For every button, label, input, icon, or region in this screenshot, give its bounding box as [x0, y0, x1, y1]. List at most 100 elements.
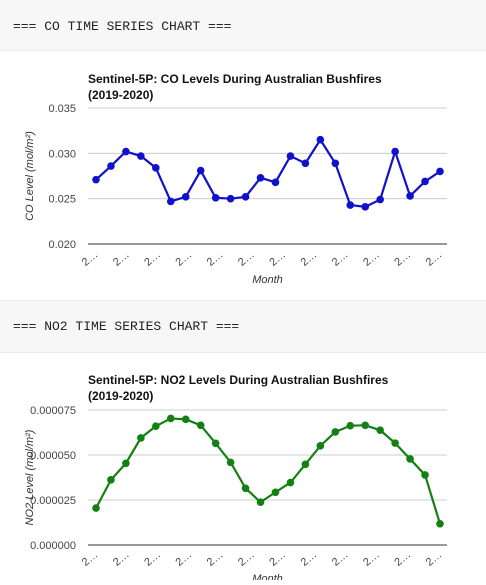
data-point: [122, 459, 130, 468]
x-tick-label: 2…: [267, 549, 288, 569]
data-point: [137, 434, 145, 442]
data-point: [406, 192, 414, 200]
x-axis-title: Month: [252, 274, 283, 286]
data-point: [286, 152, 295, 160]
data-point: [196, 166, 205, 175]
data-point: [241, 484, 250, 493]
data-point: [361, 203, 370, 211]
x-tick-label: 2…: [111, 549, 132, 569]
data-point: [166, 414, 175, 423]
x-tick-label: 2…: [80, 249, 101, 269]
data-point: [331, 159, 340, 168]
x-tick-label: 2…: [173, 249, 194, 269]
data-point: [256, 498, 265, 506]
data-point: [361, 421, 370, 430]
series-line: [95, 137, 441, 208]
data-point: [211, 193, 220, 202]
x-tick-label: 2…: [142, 549, 163, 569]
data-point: [92, 504, 100, 512]
chart-title: Sentinel-5P: NO2 Levels During Australia…: [88, 373, 389, 387]
data-point: [421, 177, 429, 186]
data-point: [107, 476, 115, 484]
co-chart-card: Sentinel-5P: CO Levels During Australian…: [0, 60, 486, 292]
x-tick-label: 2…: [361, 549, 382, 569]
data-point: [256, 174, 265, 182]
x-tick-label: 2…: [205, 249, 226, 269]
x-tick-label: 2…: [330, 549, 351, 569]
data-point: [181, 193, 190, 201]
data-point: [271, 178, 280, 187]
data-point: [376, 426, 384, 434]
data-point: [137, 152, 145, 160]
y-axis-title: NO2 Level (mol/m²): [24, 429, 36, 525]
data-point: [271, 488, 280, 497]
data-point: [226, 458, 235, 467]
x-tick-label: 2…: [361, 249, 382, 269]
co-section-heading: === CO TIME SERIES CHART ===: [13, 19, 232, 34]
x-tick-label: 2…: [236, 549, 257, 569]
data-point: [166, 197, 175, 206]
x-tick-label: 2…: [173, 549, 194, 569]
x-tick-label: 2…: [392, 549, 413, 569]
y-tick-label: 0.020: [48, 239, 76, 251]
data-point: [406, 455, 414, 463]
data-point: [286, 478, 295, 487]
y-tick-label: 0.000000: [30, 540, 76, 552]
data-point: [301, 159, 310, 168]
data-point: [152, 422, 160, 430]
x-tick-label: 2…: [142, 249, 163, 269]
no2-time-series-chart: Sentinel-5P: NO2 Levels During Australia…: [24, 373, 447, 585]
y-axis-title: CO Level (mol/m²): [24, 131, 36, 221]
x-tick-label: 2…: [299, 249, 320, 269]
data-point: [152, 164, 160, 172]
x-tick-label: 2…: [205, 549, 226, 569]
y-tick-label: 0.035: [48, 103, 76, 115]
data-point: [196, 421, 205, 430]
divider: [0, 300, 486, 301]
x-tick-label: 2…: [267, 249, 288, 269]
co-time-series-chart: Sentinel-5P: CO Levels During Australian…: [24, 72, 447, 286]
data-point: [211, 439, 220, 448]
y-tick-label: 0.025: [48, 194, 76, 206]
x-tick-label: 2…: [80, 549, 101, 569]
data-point: [331, 428, 340, 436]
y-tick-label: 0.000075: [30, 405, 76, 417]
data-point: [436, 519, 444, 528]
divider: [0, 352, 486, 353]
data-point: [391, 147, 399, 156]
y-tick-label: 0.000025: [30, 495, 76, 507]
x-axis-title: Month: [252, 573, 283, 580]
x-tick-label: 2…: [392, 249, 413, 269]
data-point: [107, 162, 115, 170]
data-point: [376, 195, 384, 204]
data-point: [421, 471, 429, 479]
co-heading-band: [0, 0, 486, 50]
x-tick-label: 2…: [330, 249, 351, 269]
no2-chart-card: Sentinel-5P: NO2 Levels During Australia…: [0, 362, 486, 585]
data-point: [181, 415, 190, 424]
chart-subtitle: (2019-2020): [88, 88, 153, 102]
x-tick-label: 2…: [424, 249, 445, 269]
x-tick-label: 2…: [111, 249, 132, 269]
chart-title: Sentinel-5P: CO Levels During Australian…: [88, 72, 382, 86]
chart-subtitle: (2019-2020): [88, 389, 153, 403]
data-point: [301, 460, 310, 469]
no2-heading-band: [0, 300, 486, 352]
y-tick-label: 0.000050: [30, 450, 76, 462]
y-tick-label: 0.030: [48, 148, 76, 160]
x-tick-label: 2…: [299, 549, 320, 569]
data-point: [346, 201, 355, 209]
data-point: [92, 175, 100, 184]
data-point: [226, 194, 235, 203]
data-point: [391, 439, 399, 447]
data-point: [346, 421, 355, 430]
series-line: [95, 417, 442, 525]
x-tick-label: 2…: [424, 549, 445, 569]
data-point: [316, 442, 325, 450]
data-point: [241, 193, 250, 201]
divider: [0, 50, 486, 51]
x-tick-label: 2…: [236, 249, 257, 269]
data-point: [316, 135, 325, 144]
data-point: [436, 167, 444, 176]
no2-section-heading: === NO2 TIME SERIES CHART ===: [13, 319, 240, 334]
